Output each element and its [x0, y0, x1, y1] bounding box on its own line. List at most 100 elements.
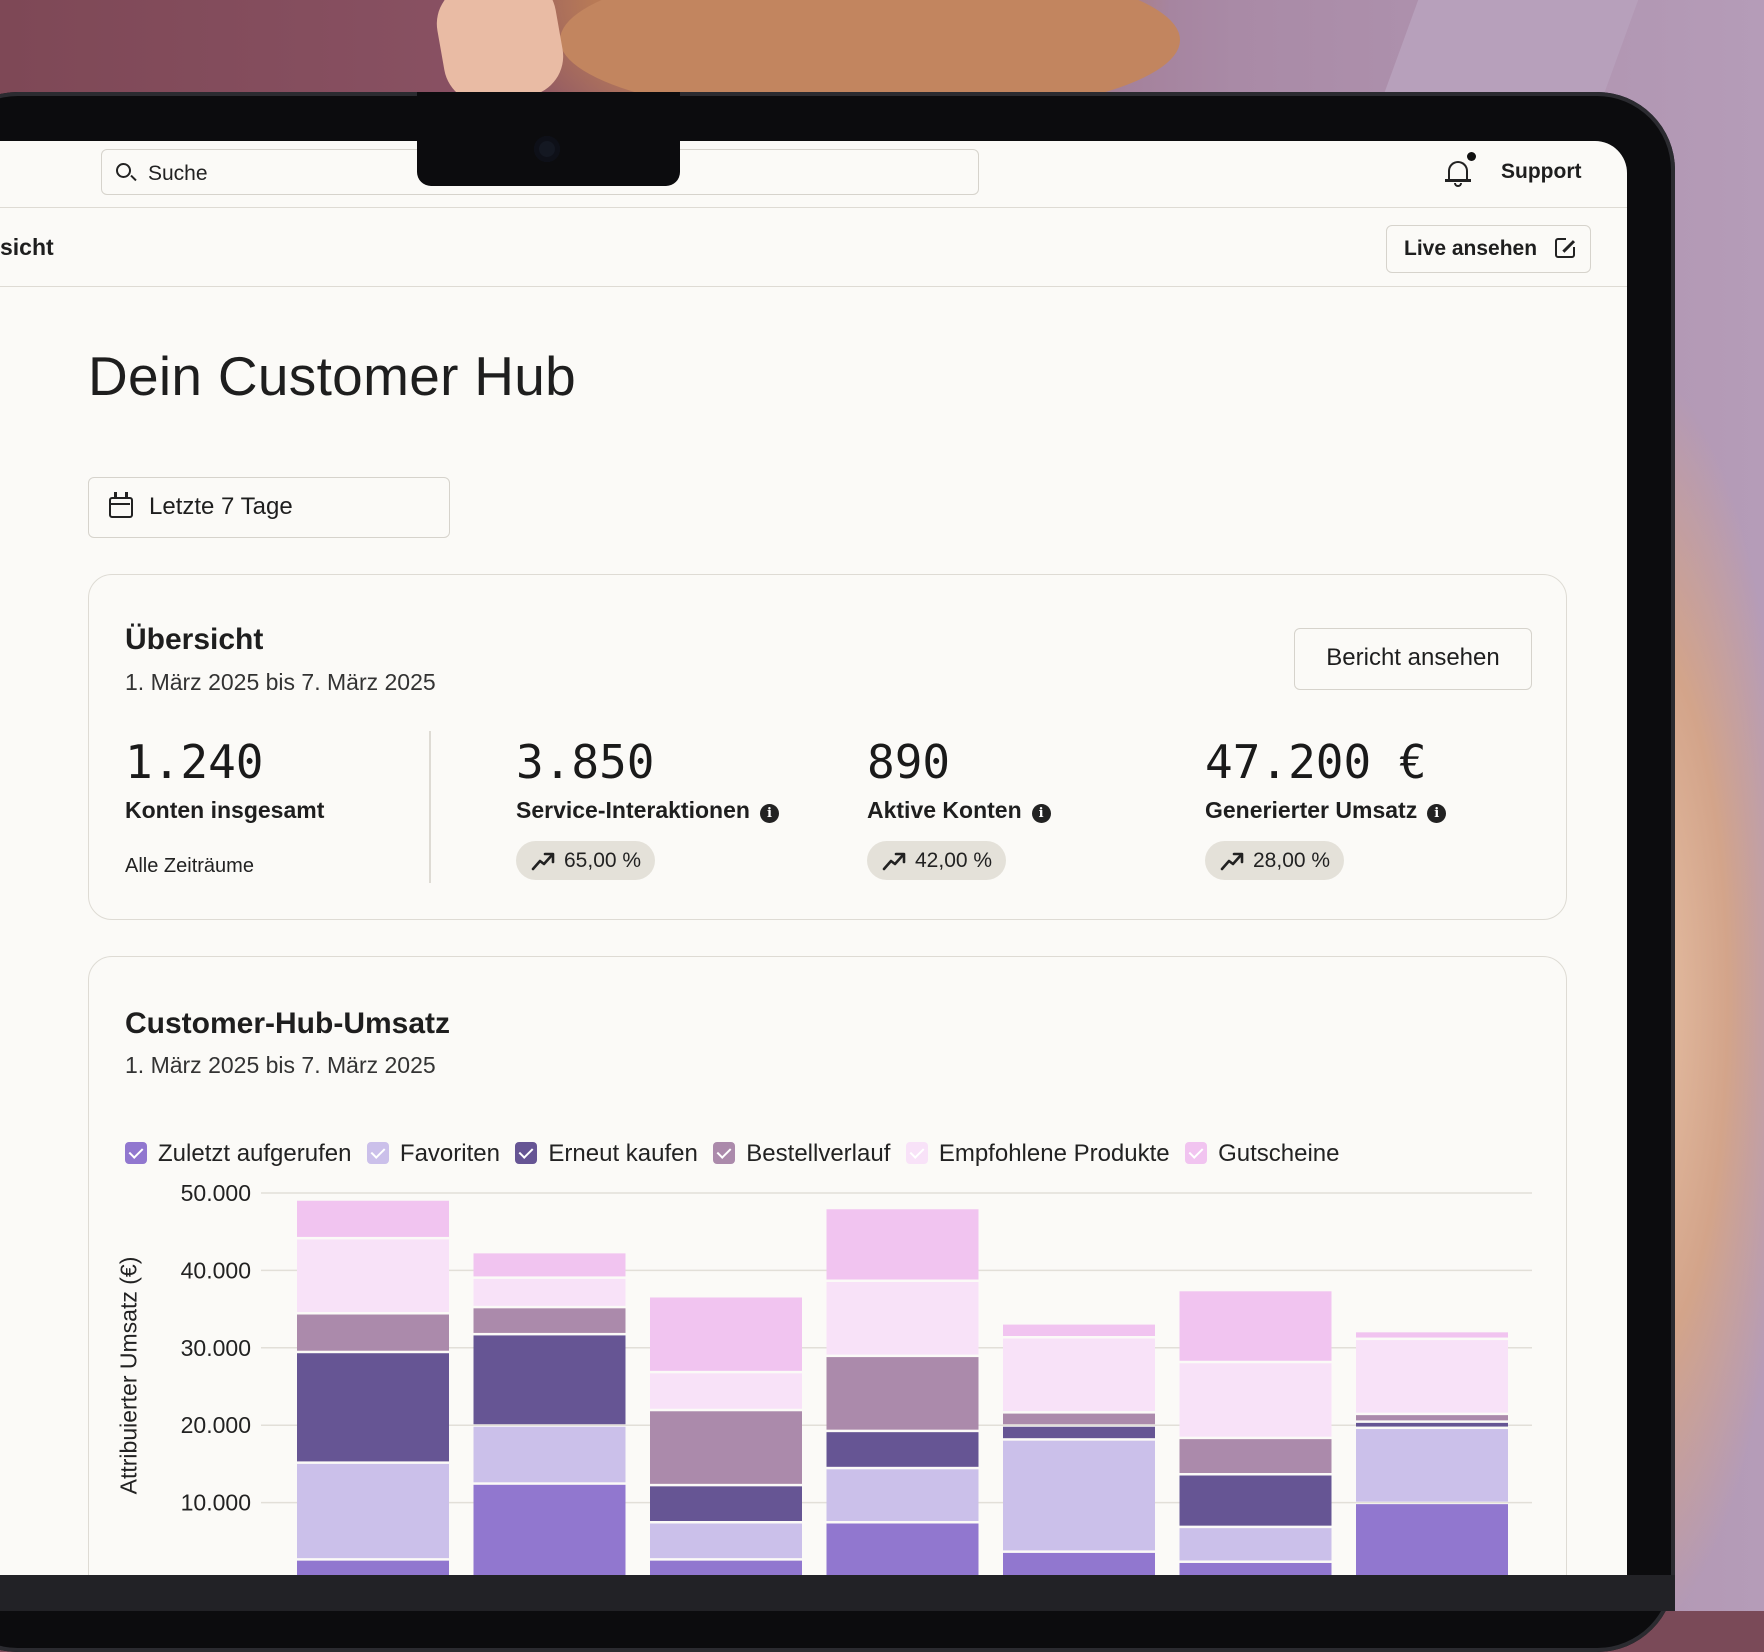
live-view-button[interactable]: Live ansehen: [1386, 225, 1591, 273]
bar-segment[interactable]: [826, 1469, 979, 1521]
date-range-button[interactable]: Letzte 7 Tage: [88, 477, 450, 538]
search-placeholder: Suche: [148, 162, 208, 185]
bar-segment[interactable]: [1356, 1340, 1508, 1413]
bar-segment[interactable]: [473, 1426, 626, 1483]
revenue-title: Customer-Hub-Umsatz: [125, 1007, 451, 1040]
bar-segment[interactable]: [650, 1560, 802, 1575]
legend-checkbox[interactable]: [366, 1142, 389, 1164]
legend-checkbox[interactable]: [1185, 1142, 1208, 1164]
kpi-revenue-label: Generierter Umsatz i: [1205, 797, 1447, 824]
bar-segment[interactable]: [826, 1282, 979, 1355]
legend-checkbox[interactable]: [905, 1142, 928, 1164]
bar-segment[interactable]: [650, 1486, 802, 1521]
topbar-divider: [0, 207, 1627, 208]
bar-segment[interactable]: [650, 1297, 802, 1371]
view-report-button[interactable]: Bericht ansehen: [1294, 628, 1532, 690]
bar-segment[interactable]: [1356, 1422, 1508, 1427]
laptop-screen: Suche Support sicht Live ansehen Dein Cu…: [0, 141, 1627, 1575]
kpi-revenue-value: 47.200 €: [1205, 735, 1427, 789]
info-icon[interactable]: i: [1031, 804, 1051, 823]
bar-segment[interactable]: [473, 1308, 626, 1333]
bar-segment[interactable]: [473, 1278, 626, 1306]
kpi-total-accounts-note: Alle Zeiträume: [125, 855, 254, 877]
kpi-total-accounts-label: Konten insgesamt: [125, 797, 325, 823]
bar-segment[interactable]: [650, 1411, 802, 1484]
bell-icon[interactable]: [1445, 157, 1471, 187]
bar-segment[interactable]: [1003, 1552, 1155, 1575]
bar-segment[interactable]: [826, 1523, 979, 1575]
legend-checkbox[interactable]: [515, 1142, 538, 1164]
overview-card: Übersicht 1. März 2025 bis 7. März 2025 …: [88, 574, 1567, 920]
trend-up-icon: [882, 851, 906, 871]
bar-segment[interactable]: [1179, 1528, 1332, 1561]
support-link[interactable]: Support: [1501, 160, 1582, 183]
bar-segment[interactable]: [1356, 1415, 1508, 1421]
legend-item-recommended-products[interactable]: Empfohlene Produkte: [905, 1140, 1170, 1168]
bar-segment[interactable]: [297, 1314, 449, 1351]
legend-item-buy-again[interactable]: Erneut kaufen: [515, 1140, 698, 1168]
kpi-revenue-change: 28,00 %: [1205, 841, 1345, 880]
bar-segment[interactable]: [1003, 1413, 1155, 1425]
overview-subtitle: 1. März 2025 bis 7. März 2025: [125, 669, 436, 695]
bar-segment[interactable]: [297, 1353, 449, 1462]
live-view-label: Live ansehen: [1404, 237, 1538, 260]
kpi-divider: [429, 731, 431, 883]
camera-icon: [534, 136, 560, 162]
subheader-divider: [0, 286, 1627, 287]
kpi-service-interactions-label: Service-Interaktionen i: [516, 797, 779, 824]
bar-segment[interactable]: [1356, 1504, 1508, 1575]
kpi-total-accounts-value: 1.240: [125, 735, 264, 789]
bar-segment[interactable]: [1179, 1363, 1332, 1437]
legend-checkbox[interactable]: [713, 1142, 736, 1164]
trend-up-icon: [1220, 851, 1244, 871]
legend-item-favorites[interactable]: Favoriten: [366, 1140, 500, 1168]
laptop-bottom-bezel: [0, 1575, 1675, 1611]
search-icon: [116, 163, 131, 178]
legend-item-recently-viewed[interactable]: Zuletzt aufgerufen: [125, 1140, 351, 1168]
date-range-label: Letzte 7 Tage: [149, 493, 293, 520]
info-icon[interactable]: i: [1427, 804, 1447, 823]
bar-segment[interactable]: [1003, 1440, 1155, 1551]
bar-segment[interactable]: [1179, 1475, 1332, 1526]
bar-segment[interactable]: [650, 1373, 802, 1409]
y-tick-label: 20.000: [181, 1412, 251, 1438]
bar-segment[interactable]: [826, 1357, 979, 1430]
kpi-active-accounts-change: 42,00 %: [867, 841, 1007, 880]
y-tick-label: 10.000: [181, 1490, 251, 1516]
bar-segment[interactable]: [1003, 1324, 1155, 1337]
info-icon[interactable]: i: [759, 804, 779, 823]
notification-dot: [1467, 152, 1476, 161]
breadcrumb: sicht: [0, 234, 54, 260]
bar-segment[interactable]: [473, 1484, 626, 1575]
trend-up-icon: [531, 851, 555, 871]
legend-checkbox[interactable]: [125, 1142, 147, 1164]
bar-segment[interactable]: [473, 1253, 626, 1277]
kpi-service-interactions-change: 65,00 %: [516, 841, 656, 880]
bar-segment[interactable]: [1003, 1338, 1155, 1412]
legend-item-vouchers[interactable]: Gutscheine: [1185, 1140, 1340, 1168]
bar-segment[interactable]: [826, 1432, 979, 1467]
kpi-active-accounts-label: Aktive Konten i: [867, 797, 1051, 824]
bar-segment[interactable]: [297, 1239, 449, 1313]
bar-segment[interactable]: [297, 1560, 449, 1575]
bar-segment[interactable]: [473, 1335, 626, 1425]
kpi-service-interactions-value: 3.850: [516, 735, 655, 789]
y-tick-label: 40.000: [181, 1257, 251, 1283]
overview-title: Übersicht: [125, 623, 264, 656]
kpi-active-accounts-value: 890: [867, 735, 951, 789]
bar-segment[interactable]: [297, 1200, 449, 1237]
stacked-bar-chart: 10.000 20.000 30.000 40.000 50.000: [181, 1180, 1532, 1575]
bar-segment[interactable]: [650, 1523, 802, 1559]
bar-segment[interactable]: [297, 1463, 449, 1559]
bar-segment[interactable]: [1179, 1562, 1332, 1575]
y-tick-label: 50.000: [181, 1180, 251, 1206]
revenue-card: Customer-Hub-Umsatz 1. März 2025 bis 7. …: [88, 956, 1567, 1575]
legend-item-order-history[interactable]: Bestellverlauf: [713, 1140, 890, 1168]
revenue-subtitle: 1. März 2025 bis 7. März 2025: [125, 1052, 436, 1078]
bar-segment[interactable]: [1179, 1439, 1332, 1474]
bar-segment[interactable]: [826, 1209, 979, 1280]
bar-segment[interactable]: [1003, 1426, 1155, 1439]
bar-segment[interactable]: [1179, 1291, 1332, 1361]
bar-segment[interactable]: [1356, 1332, 1508, 1338]
bar-segment[interactable]: [1356, 1429, 1508, 1502]
